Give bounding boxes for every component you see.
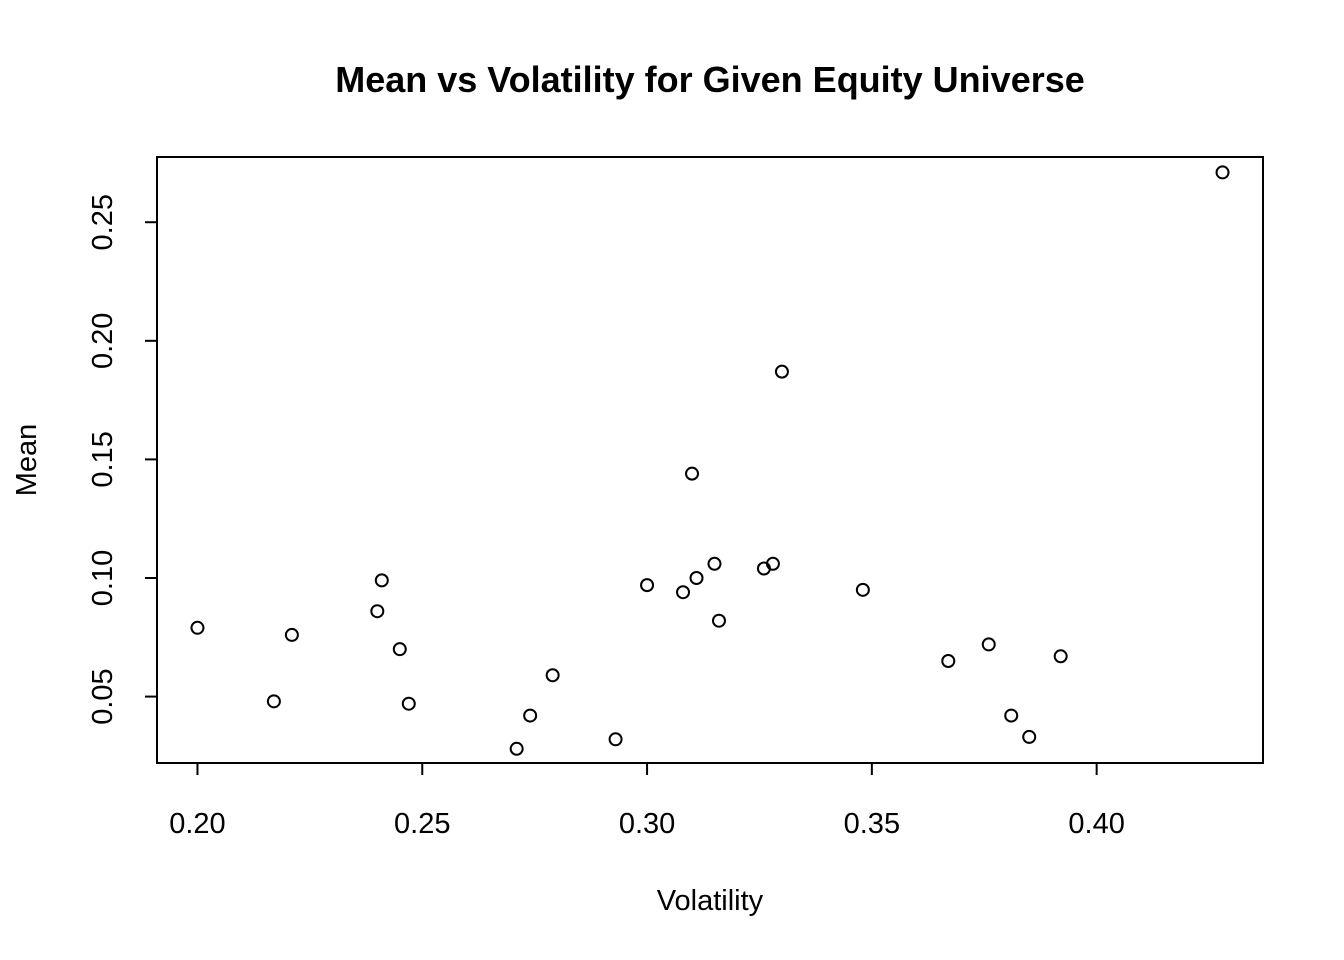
data-point [689,570,704,585]
data-point [284,627,299,642]
x-tick-label: 0.30 [619,808,675,840]
data-point [1215,165,1230,180]
x-axis-label: Volatility [657,885,764,917]
data-point [374,573,389,588]
data-point [855,582,870,597]
y-axis-label: Mean [11,424,43,497]
data-point [711,613,726,628]
data-point [1022,729,1037,744]
data-point [640,578,655,593]
data-point [266,694,281,709]
data-point [608,732,623,747]
x-axis: 0.20 0.25 0.30 0.35 0.40 [169,763,1125,840]
data-point [981,637,996,652]
y-tick-label: 0.05 [87,668,119,724]
data-point [765,556,780,571]
data-point [392,642,407,657]
plot-area [156,156,1264,764]
y-tick-label: 0.25 [87,194,119,250]
data-point [676,585,691,600]
data-point [1004,708,1019,723]
x-tick-label: 0.25 [394,808,450,840]
data-point [707,556,722,571]
y-tick-label: 0.10 [87,550,119,606]
y-tick-label: 0.15 [87,431,119,487]
y-axis: 0.05 0.10 0.15 0.20 0.25 [87,194,157,725]
chart-title: Mean vs Volatility for Given Equity Univ… [335,59,1085,100]
data-point [509,741,524,756]
x-tick-label: 0.35 [844,808,900,840]
data-point [190,620,205,635]
data-point [401,696,416,711]
data-point [523,708,538,723]
data-point [370,604,385,619]
data-point [545,668,560,683]
data-point [774,364,789,379]
data-points [190,165,1230,756]
data-point [941,654,956,669]
x-tick-label: 0.20 [169,808,225,840]
data-point [685,466,700,481]
y-tick-label: 0.20 [87,313,119,369]
x-tick-label: 0.40 [1068,808,1124,840]
data-point [1053,649,1068,664]
